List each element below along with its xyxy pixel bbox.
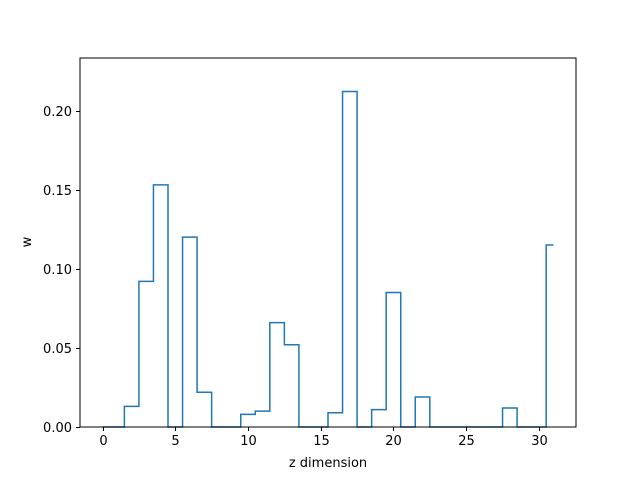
y-axis-label: w	[20, 236, 35, 247]
x-tick-label-1: 5	[171, 434, 179, 449]
plot-area	[79, 57, 577, 428]
x-tick-label-6: 30	[531, 434, 548, 449]
y-tick-label-0: 0.00	[43, 421, 72, 436]
y-tick-label-2: 0.10	[43, 263, 72, 278]
x-tick-label-4: 20	[385, 434, 402, 449]
y-tick-label-4: 0.20	[43, 105, 72, 120]
y-tick-label-3: 0.15	[43, 184, 72, 199]
series-line-0	[102, 90, 554, 428]
x-tick-label-2: 10	[240, 434, 257, 449]
x-tick-label-0: 0	[99, 434, 107, 449]
x-axis-label: z dimension	[289, 456, 367, 471]
x-tick-label-5: 25	[458, 434, 475, 449]
y-axis: 0.00 0.05 0.10 0.15 0.20	[43, 105, 80, 436]
x-axis: 0 5 10 15 20 25 30	[99, 427, 548, 449]
plot-frame	[79, 57, 577, 428]
x-tick-label-3: 15	[313, 434, 330, 449]
y-tick-label-1: 0.05	[43, 342, 72, 357]
